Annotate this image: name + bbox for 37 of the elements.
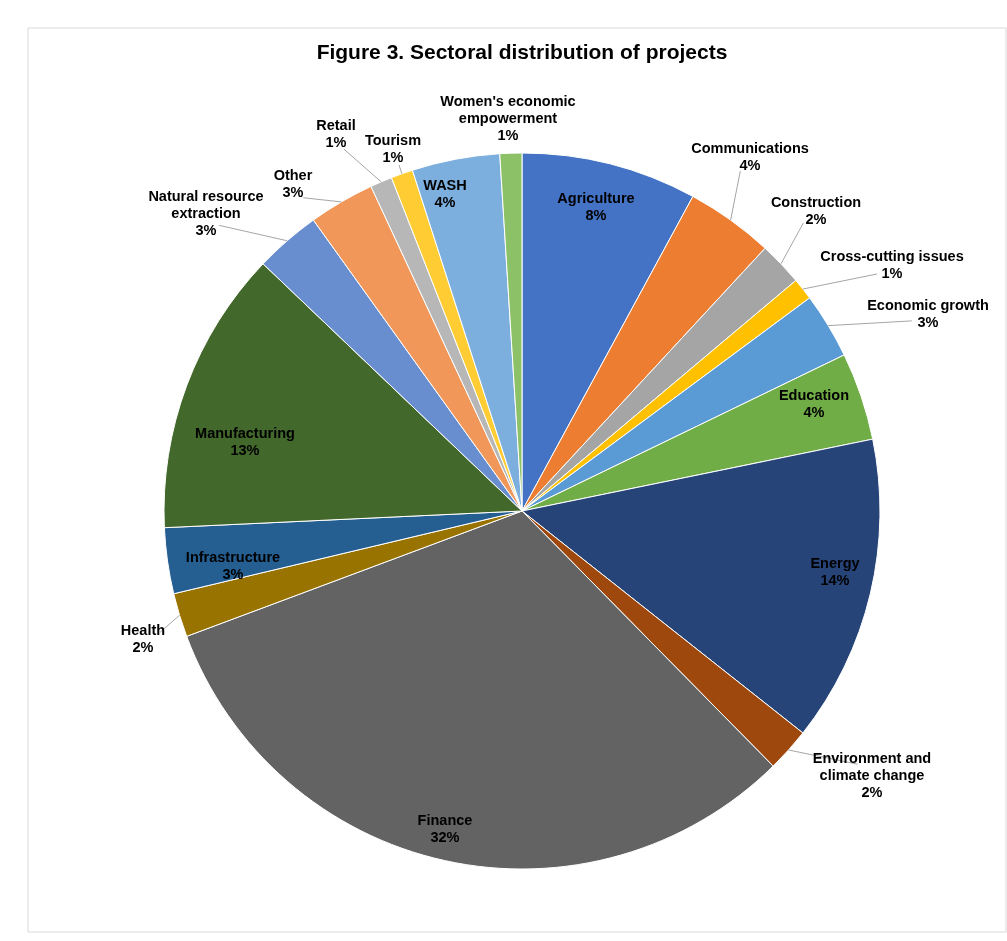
data-label: 1% (497, 127, 519, 143)
data-label: 3% (917, 313, 939, 330)
slice-label: WASH (423, 176, 467, 193)
data-label: 3% (222, 565, 244, 582)
data-label: 2% (132, 638, 154, 655)
data-label: 4% (434, 193, 456, 210)
slice-label: Women's economic empowerment (440, 93, 576, 126)
slice-label: Health (120, 621, 166, 638)
data-label: 4% (803, 403, 825, 420)
slice-label: Tourism (364, 131, 422, 148)
slice-label: Finance (417, 811, 473, 828)
slice-label: Energy (810, 554, 860, 571)
slice-label: Manufacturing (195, 424, 295, 441)
slice-label: Education (778, 386, 850, 403)
slice-label: Infrastructure (185, 548, 281, 565)
chart-title: Figure 3. Sectoral distribution of projects (316, 40, 728, 63)
slice-label: Economic growth (867, 296, 989, 313)
data-label: 1% (325, 133, 347, 150)
data-label: 2% (805, 210, 827, 227)
data-label: 13% (230, 441, 260, 458)
data-label: 3% (282, 183, 304, 200)
data-label: 2% (861, 784, 883, 800)
data-label: 32% (430, 828, 460, 845)
slice-label: Environment and climate change (812, 750, 932, 783)
slice-label: Communications (691, 139, 809, 156)
data-label: 14% (820, 571, 850, 588)
slice-label: Cross-cutting issues (820, 247, 964, 264)
slice-label: Natural resource extraction (148, 188, 264, 221)
slice-label: Agriculture (557, 189, 635, 206)
data-label: 8% (585, 206, 607, 223)
data-label: 3% (195, 222, 217, 238)
data-label: 1% (881, 264, 903, 281)
slice-label: Other (273, 166, 313, 183)
slice-label: Retail (316, 116, 356, 133)
data-label: 4% (739, 156, 761, 173)
slice-label: Construction (770, 193, 862, 210)
data-label: 1% (382, 148, 404, 165)
